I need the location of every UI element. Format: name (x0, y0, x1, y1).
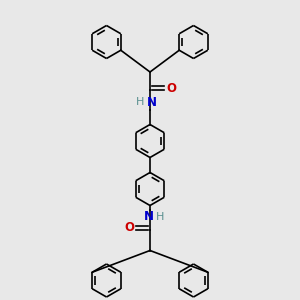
Text: N: N (146, 95, 157, 109)
Text: O: O (124, 221, 134, 234)
Text: H: H (136, 97, 145, 107)
Text: H: H (155, 212, 164, 222)
Text: N: N (143, 210, 154, 223)
Text: O: O (166, 82, 176, 95)
